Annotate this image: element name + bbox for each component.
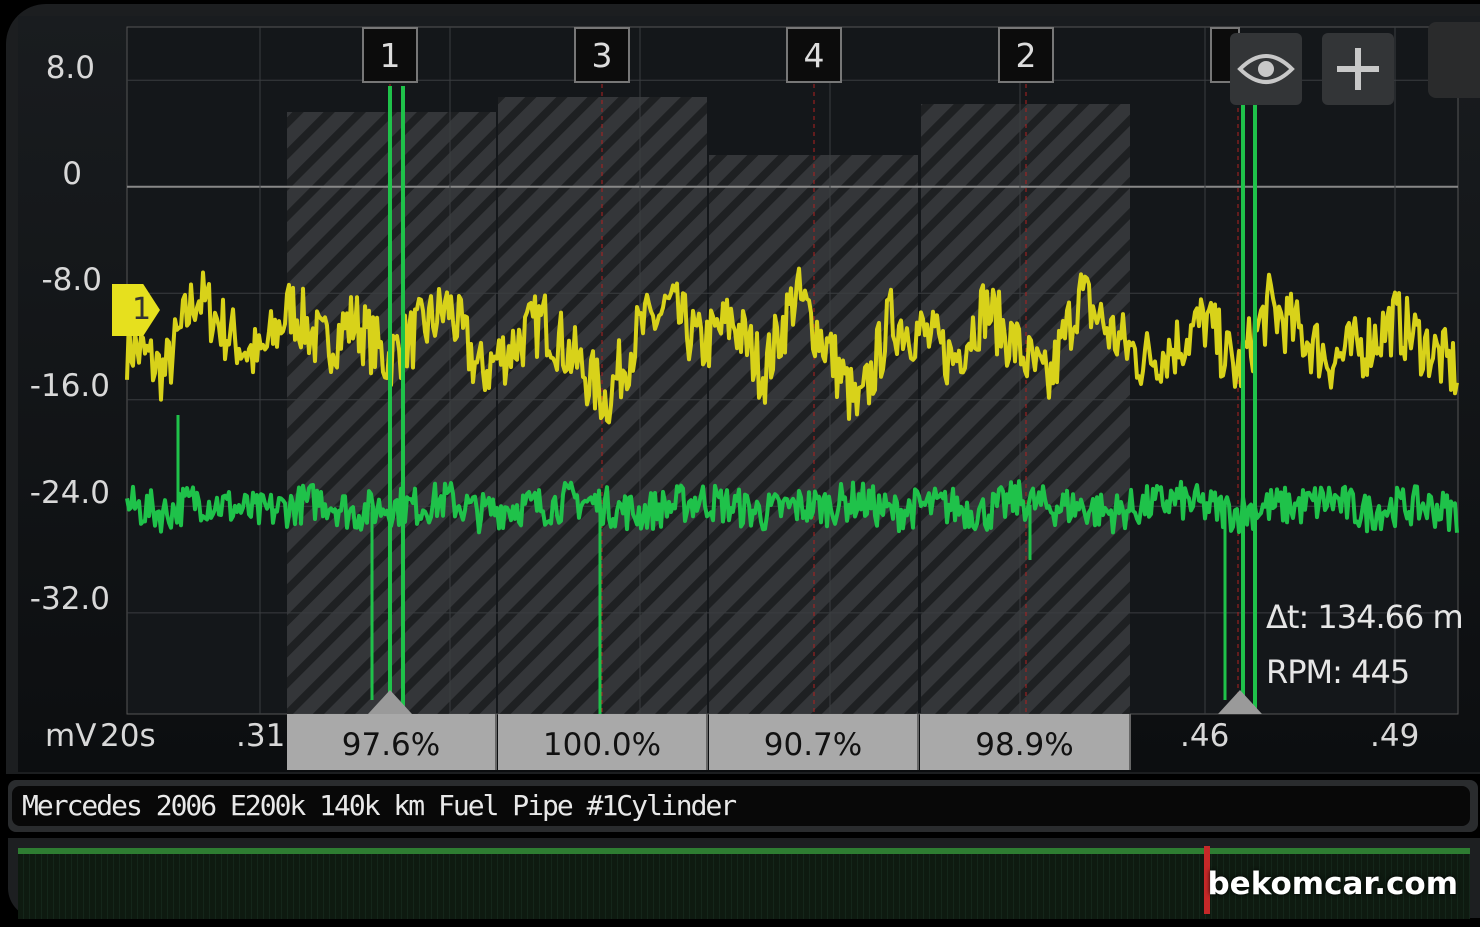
cylinder-marker[interactable]: 4	[786, 27, 842, 83]
visibility-button[interactable]	[1230, 33, 1302, 105]
side-panel-handle[interactable]	[1428, 22, 1480, 98]
y-tick: -24.0	[29, 475, 110, 511]
trace-series-2	[125, 479, 1459, 535]
y-unit: mV	[45, 718, 97, 754]
cursor-handle	[1218, 690, 1262, 714]
plus-icon	[1337, 48, 1379, 90]
cylinder-marker[interactable]: 2	[998, 27, 1054, 83]
x-tick: .49	[1370, 718, 1420, 754]
timeline-position-marker[interactable]	[1204, 846, 1210, 914]
cylinder-marker[interactable]: 3	[574, 27, 630, 83]
overview-timeline[interactable]	[8, 838, 1480, 919]
recording-title[interactable]: Mercedes 2006 E200k 140k km Fuel Pipe #1…	[12, 786, 1470, 826]
waveform-plot[interactable]	[0, 0, 1480, 780]
x-axis-label: 20s	[100, 718, 156, 754]
cylinder-percent: 90.7%	[709, 714, 919, 770]
y-tick: 8.0	[45, 50, 95, 86]
trace-series-1	[125, 266, 1459, 425]
eye-icon	[1237, 54, 1295, 84]
cursor-handle	[368, 690, 412, 714]
y-tick: -32.0	[29, 581, 110, 617]
x-tick: .46	[1180, 718, 1230, 754]
watermark: bekomcar.com	[1207, 866, 1458, 902]
rpm-readout: RPM: 445	[1266, 653, 1410, 691]
cylinder-percent: 98.9%	[920, 714, 1131, 770]
title-bar: Mercedes 2006 E200k 140k km Fuel Pipe #1…	[8, 780, 1478, 832]
delta-t-readout: Δt: 134.66 m	[1266, 598, 1464, 636]
x-tick: .31	[236, 718, 286, 754]
cylinder-percent: 100.0%	[498, 714, 708, 770]
cylinder-percent: 97.6%	[287, 714, 497, 770]
cylinder-marker[interactable]: 1	[362, 27, 418, 83]
y-tick: 0	[62, 156, 82, 192]
add-button[interactable]	[1322, 33, 1394, 105]
y-tick: -8.0	[41, 262, 103, 298]
y-tick: -16.0	[29, 368, 110, 404]
